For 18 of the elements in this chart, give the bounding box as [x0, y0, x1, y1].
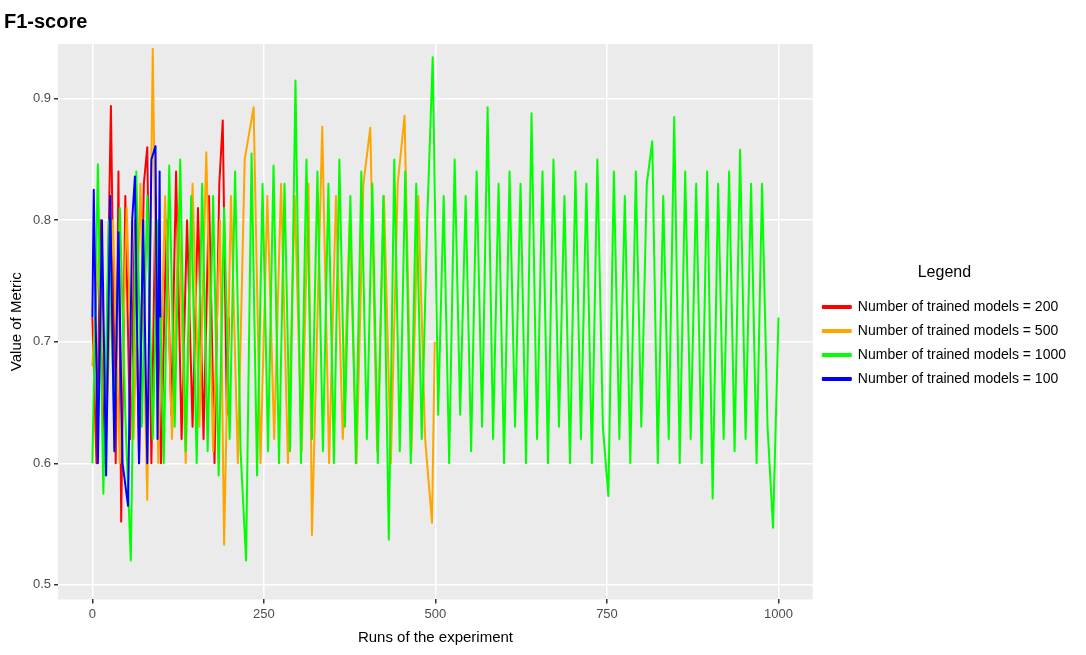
y-axis-title: Value of Metric — [7, 271, 25, 372]
x-tick-label: 500 — [424, 605, 447, 621]
x-tick-label: 250 — [253, 605, 275, 621]
legend-label: Number of trained models = 100 — [857, 369, 1059, 386]
chart-title: F1-score — [4, 9, 88, 32]
legend-title: Legend — [917, 263, 972, 281]
x-tick-label: 1000 — [764, 605, 793, 621]
y-tick-label: 0.7 — [32, 333, 52, 349]
x-tick-label: 0 — [88, 605, 96, 621]
x-tick-label: 750 — [596, 605, 618, 621]
legend-label: Number of trained models = 200 — [857, 297, 1059, 314]
y-tick-label: 0.6 — [32, 454, 52, 470]
legend-label: Number of trained models = 1000 — [857, 345, 1067, 362]
y-tick-label: 0.8 — [32, 211, 52, 227]
x-axis-title: Runs of the experiment — [357, 628, 514, 646]
y-tick-label: 0.5 — [32, 576, 52, 592]
y-tick-label: 0.9 — [32, 90, 52, 106]
legend-label: Number of trained models = 500 — [857, 321, 1059, 338]
